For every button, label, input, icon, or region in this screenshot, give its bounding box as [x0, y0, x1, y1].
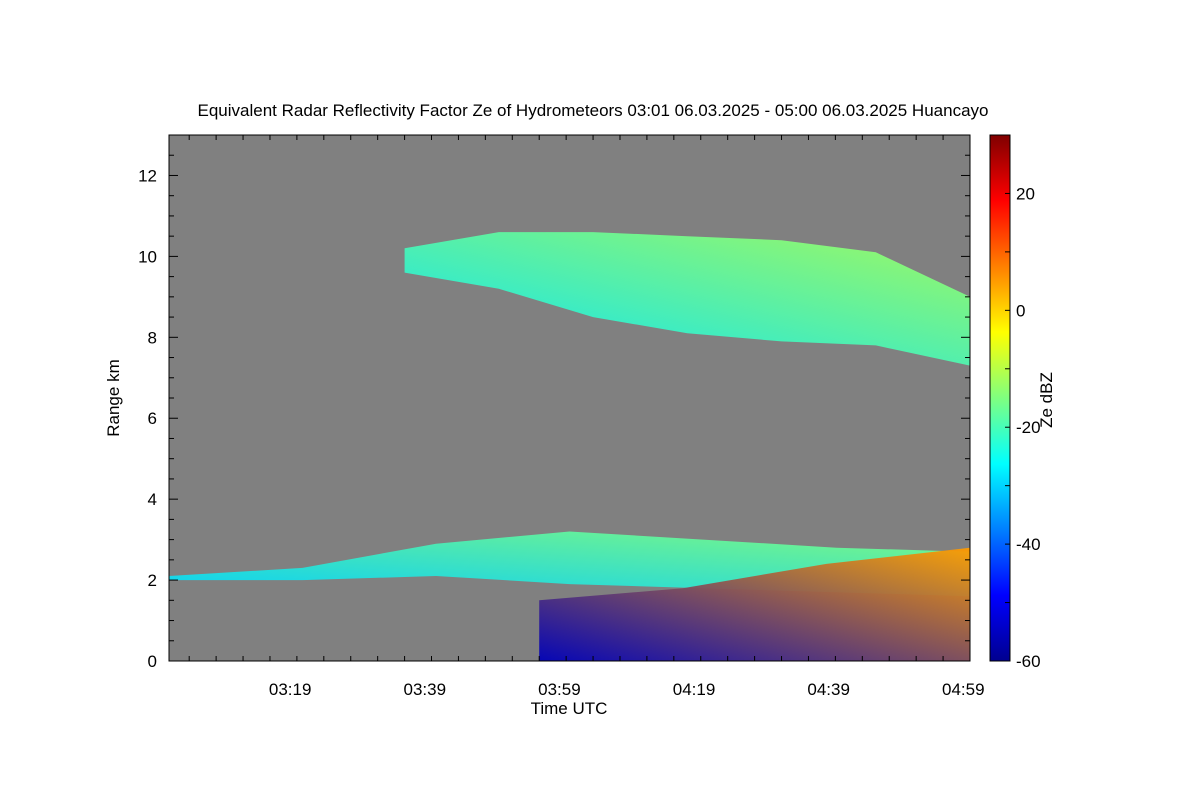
x-tick-label: 03:19	[269, 680, 312, 699]
x-tick-label: 03:59	[538, 680, 581, 699]
x-axis-label: Time UTC	[531, 699, 608, 718]
echo-layers	[169, 232, 971, 661]
plot-area	[168, 134, 971, 662]
colorbar-tick-label: -40	[1016, 535, 1041, 554]
x-axis: 03:19 03:39 03:59 04:19 04:39 04:59	[188, 135, 985, 699]
x-tick-label: 03:39	[404, 680, 447, 699]
colorbar-tick-label: 20	[1016, 184, 1035, 203]
y-tick-label: 10	[138, 247, 157, 266]
y-tick-label: 8	[148, 328, 157, 347]
colorbar-gradient	[989, 134, 1011, 662]
colorbar-tick-label: -60	[1016, 652, 1041, 671]
y-tick-label: 6	[148, 409, 157, 428]
y-tick-label: 4	[148, 490, 157, 509]
x-tick-label: 04:59	[942, 680, 985, 699]
x-tick-label: 04:19	[673, 680, 716, 699]
colorbar-ticks: 20 0 -20 -40 -60	[1005, 134, 1041, 671]
chart-title: Equivalent Radar Reflectivity Factor Ze …	[198, 101, 989, 120]
y-tick-label: 2	[148, 571, 157, 590]
y-axis: 0 2 4 6 8 10 12	[138, 134, 970, 671]
y-tick-label: 12	[138, 166, 157, 185]
colorbar-tick-label: -20	[1016, 418, 1041, 437]
colorbar-tick-label: 0	[1016, 301, 1025, 320]
upper-cloud-layer	[404, 232, 971, 366]
colorbar: 20 0 -20 -40 -60 Ze dBZ	[989, 134, 1056, 671]
x-tick-label: 04:39	[807, 680, 850, 699]
y-tick-label: 0	[148, 652, 157, 671]
colorbar-label: Ze dBZ	[1037, 372, 1056, 428]
precipitation-below-cloud	[539, 547, 970, 661]
y-axis-label: Range km	[104, 359, 123, 436]
